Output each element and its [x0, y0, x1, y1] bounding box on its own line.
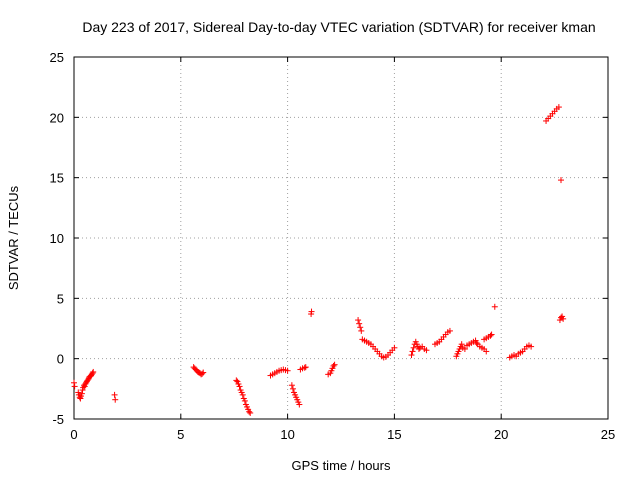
data-point: [200, 369, 207, 376]
data-point: [199, 370, 206, 377]
x-axis-label: GPS time / hours: [292, 458, 391, 473]
data-point: [112, 396, 119, 403]
data-point: [491, 303, 498, 310]
x-tick-label: 15: [387, 427, 401, 442]
chart-title: Day 223 of 2017, Sidereal Day-to-day VTE…: [82, 19, 595, 35]
data-point: [111, 391, 118, 398]
data-point: [355, 317, 362, 324]
data-point: [483, 348, 490, 355]
data-point: [415, 346, 422, 353]
data-point: [458, 341, 465, 348]
data-point: [284, 367, 291, 374]
y-tick-label: -5: [52, 412, 64, 427]
data-point: [247, 409, 254, 416]
data-point: [555, 104, 562, 111]
data-point: [239, 391, 246, 398]
data-point: [76, 394, 83, 401]
data-point: [71, 379, 77, 386]
y-tick-labels: -5 0 5 10 15 20 25: [50, 50, 64, 427]
data-point: [528, 343, 535, 350]
data-point: [358, 327, 365, 334]
data-point: [71, 383, 78, 390]
data-point: [90, 368, 97, 375]
data-point: [246, 408, 253, 415]
y-tick-label: 15: [50, 171, 64, 186]
x-tick-label: 5: [177, 427, 184, 442]
grid: [74, 57, 608, 419]
y-tick-label: 25: [50, 50, 64, 65]
data-point: [391, 344, 398, 351]
data-point: [78, 390, 85, 397]
x-tick-label: 10: [280, 427, 294, 442]
y-tick-label: 0: [57, 352, 64, 367]
data-point: [446, 327, 453, 334]
x-tick-label: 25: [601, 427, 615, 442]
y-axis-label: SDTVAR / TECUs: [6, 185, 21, 290]
data-point: [423, 347, 430, 354]
data-point: [302, 364, 309, 371]
data-point: [488, 331, 495, 338]
x-tick-label: 20: [494, 427, 508, 442]
data-point: [330, 362, 337, 369]
data-point: [410, 344, 417, 351]
data-point: [357, 324, 364, 331]
data-points: [71, 104, 567, 416]
data-point: [241, 397, 248, 404]
data-point: [89, 370, 96, 377]
data-point: [560, 315, 567, 322]
y-tick-label: 20: [50, 110, 64, 125]
data-point: [296, 401, 303, 408]
y-tick-label: 10: [50, 231, 64, 246]
data-point: [487, 332, 494, 339]
x-tick-label: 0: [70, 427, 77, 442]
data-point: [289, 385, 296, 392]
data-point: [233, 377, 240, 384]
data-point: [301, 364, 308, 371]
data-point: [308, 308, 315, 315]
axis-ticks: [73, 56, 609, 420]
data-point: [288, 382, 295, 389]
data-point: [331, 361, 338, 368]
data-point: [236, 383, 243, 390]
data-point: [409, 348, 416, 355]
data-point: [461, 346, 468, 353]
y-tick-label: 5: [57, 291, 64, 306]
data-point: [473, 339, 480, 346]
data-point: [408, 352, 415, 359]
data-point: [356, 320, 363, 327]
data-point: [558, 177, 565, 184]
x-tick-labels: 0 5 10 15 20 25: [70, 427, 615, 442]
